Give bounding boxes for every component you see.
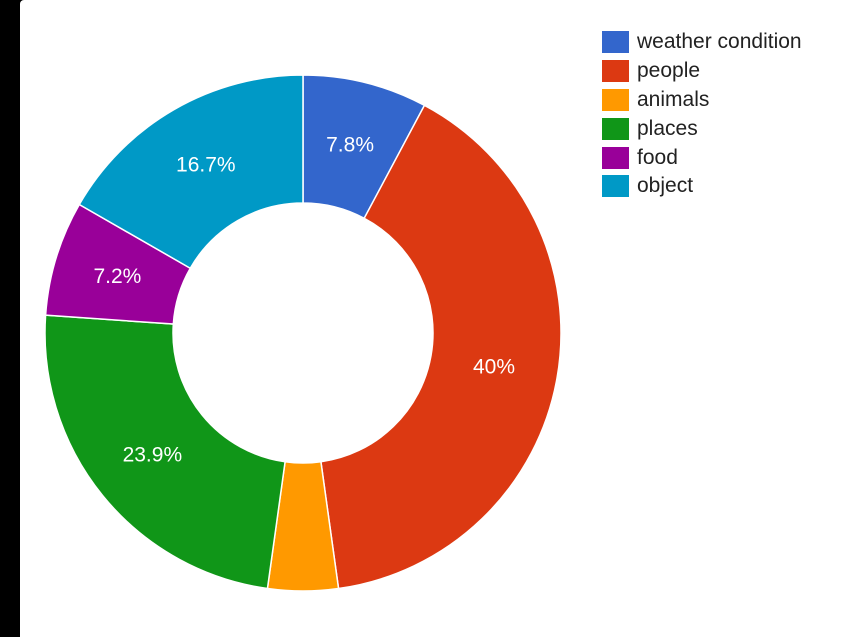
legend-swatch — [602, 88, 629, 111]
legend-swatch — [602, 60, 629, 83]
legend-label: animals — [637, 87, 710, 111]
slice-object[interactable] — [78, 74, 304, 270]
slice-people[interactable] — [320, 104, 562, 590]
slice-label-food: 7.2% — [93, 265, 141, 288]
legend-item-object[interactable]: object — [602, 172, 802, 201]
legend-item-animals[interactable]: animals — [602, 86, 802, 115]
slice-label-object: 16.7% — [176, 154, 236, 177]
legend-label: people — [637, 59, 701, 83]
slice-label-weather-condition: 7.8% — [326, 133, 374, 156]
legend-swatch — [602, 117, 629, 140]
legend-label: food — [637, 145, 678, 169]
slice-places[interactable] — [44, 314, 286, 590]
legend-label: places — [637, 116, 698, 140]
slice-labels: 7.8% 40% 23.9% 7.2% 16.7% — [93, 133, 515, 466]
legend-swatch — [602, 146, 629, 169]
chart-legend: weather condition people animals places food… — [602, 28, 802, 201]
legend-item-people[interactable]: people — [602, 57, 802, 86]
slice-label-people: 40% — [473, 355, 515, 378]
donut-slices — [44, 74, 562, 592]
legend-swatch — [602, 175, 629, 198]
legend-label: weather condition — [637, 30, 802, 54]
slice-label-places: 23.9% — [123, 444, 183, 467]
legend-swatch — [602, 31, 629, 54]
legend-label: object — [637, 174, 694, 198]
legend-item-food[interactable]: food — [602, 143, 802, 172]
legend-item-places[interactable]: places — [602, 114, 802, 143]
legend-item-weather-condition[interactable]: weather condition — [602, 28, 802, 57]
